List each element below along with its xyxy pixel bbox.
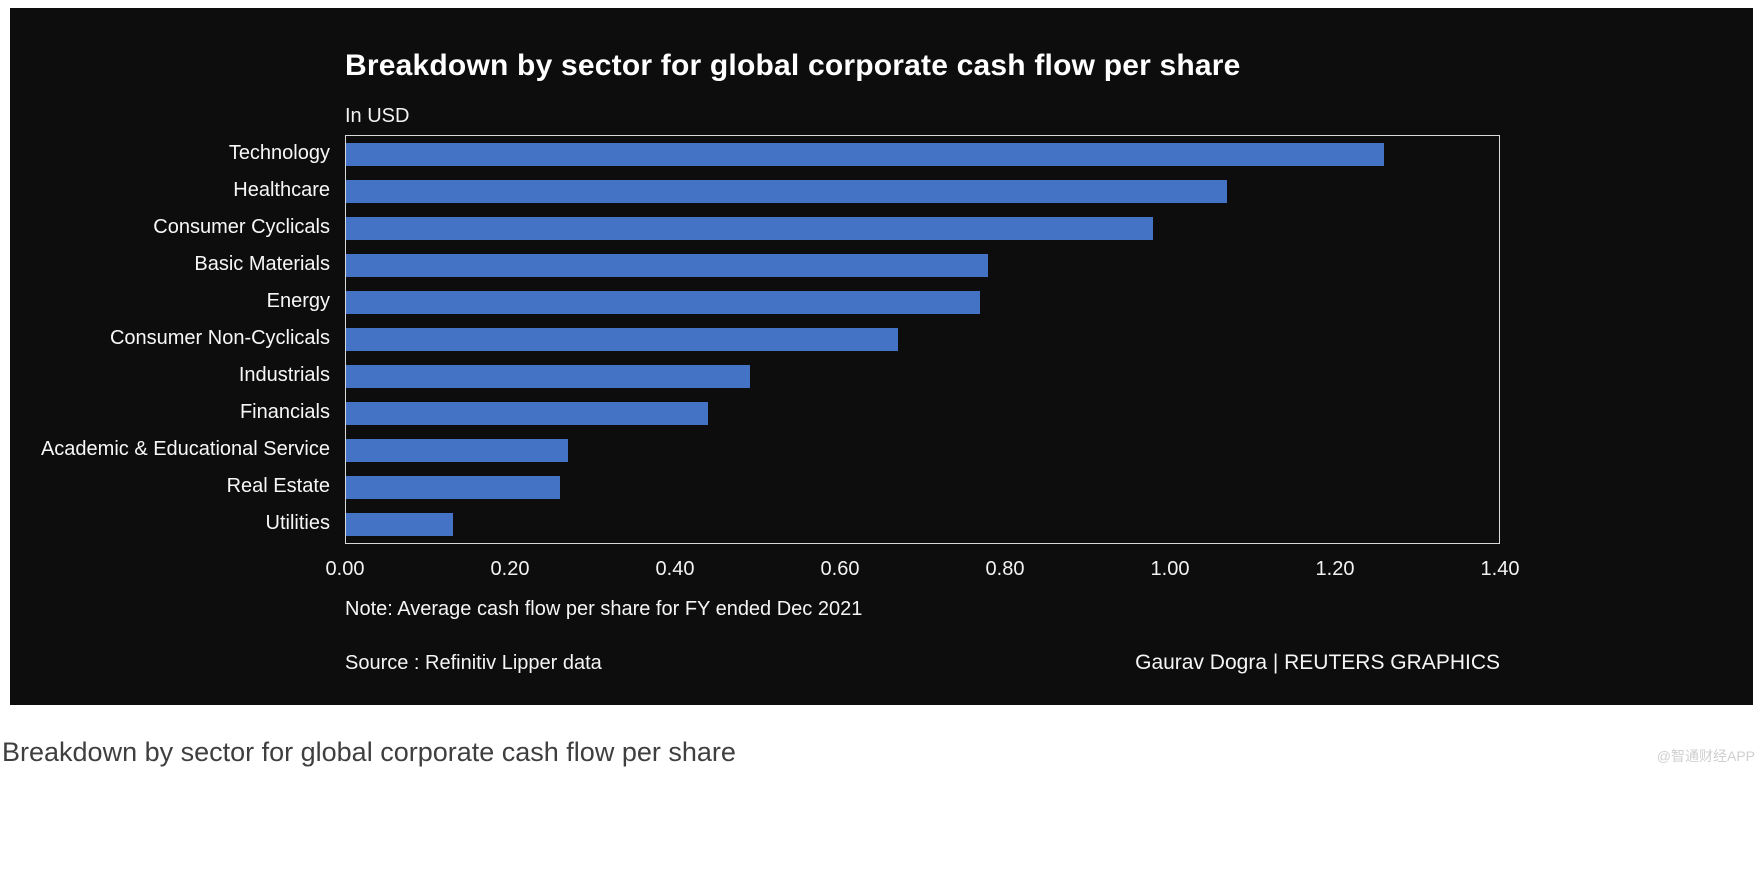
chart-inner: Breakdown by sector for global corporate… [10,8,1520,675]
category-label: Financials [239,401,330,423]
bar [346,143,1384,166]
category-label: Utilities [265,512,330,534]
category-label: Real Estate [226,475,330,497]
bar [346,180,1228,203]
category-label: Consumer Non-Cyclicals [109,327,330,349]
bar [346,291,981,314]
x-axis-tick-label: 0.80 [985,558,1025,580]
category-label: Energy [266,290,330,312]
x-axis-tick-label: 1.00 [1150,558,1190,580]
category-label: Healthcare [233,179,330,201]
x-axis-tick-label: 1.40 [1480,558,1520,580]
category-label: Consumer Cyclicals [153,216,330,238]
x-axis-tick-label: 0.20 [490,558,530,580]
bar [346,217,1154,240]
x-axis-tick-label: 0.40 [655,558,695,580]
x-axis-tick-label: 1.20 [1315,558,1355,580]
bar [346,254,989,277]
note-text: Note: Average cash flow per share for FY… [345,598,863,620]
x-axis-tick-label: 0.00 [325,558,365,580]
bar [346,402,709,425]
bar [346,513,454,536]
article-caption: Breakdown by sector for global corporate… [2,737,736,767]
chart-panel: Breakdown by sector for global corporate… [10,8,1753,705]
category-label: Technology [228,142,330,164]
source-text: Source : Refinitiv Lipper data [345,652,602,674]
units-label: In USD [345,105,410,127]
bar [346,476,561,499]
chart-title: Breakdown by sector for global corporate… [345,49,1241,82]
plot-area [345,135,1500,544]
credit-text: Gaurav Dogra | REUTERS GRAPHICS [1135,651,1500,674]
x-axis: 0.00 0.20 0.40 0.60 0.80 1.00 1.20 1.40 [326,558,1520,582]
chart-body: Technology Healthcare Consumer Cyclicals Ba… [10,135,1500,544]
source-row: Source : Refinitiv Lipper data Gaurav Do… [345,651,1500,675]
category-labels-column: Technology Healthcare Consumer Cyclicals Ba… [10,135,345,544]
x-axis-tick-label: 0.60 [820,558,860,580]
category-label: Industrials [238,364,330,386]
watermark-text: @智通财经APP [1656,748,1755,764]
category-label: Basic Materials [194,253,330,275]
bar [346,439,569,462]
category-label: Academic & Educational Service [40,438,330,460]
bar [346,365,750,388]
bar [346,328,898,351]
